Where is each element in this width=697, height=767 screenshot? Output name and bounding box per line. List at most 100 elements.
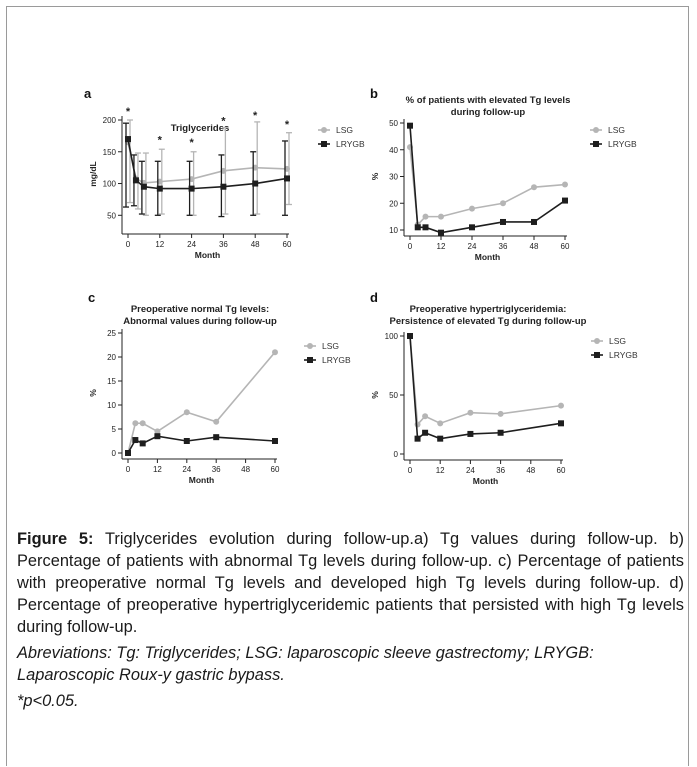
y-tick-label: 40 bbox=[389, 146, 398, 155]
data-point bbox=[558, 420, 564, 427]
x-tick-label: 0 bbox=[408, 466, 413, 475]
y-tick-label: 200 bbox=[103, 116, 117, 125]
legend-marker bbox=[307, 357, 313, 363]
x-axis-label: Month bbox=[473, 476, 499, 486]
abbreviations-note: Abreviations: Tg: Triglycerides; LSG: la… bbox=[17, 644, 594, 684]
y-tick-label: 50 bbox=[107, 211, 116, 220]
x-tick-label: 24 bbox=[468, 242, 477, 251]
data-point bbox=[213, 434, 220, 441]
x-tick-label: 12 bbox=[437, 242, 446, 251]
y-tick-label: 5 bbox=[112, 425, 117, 434]
significance-star: * bbox=[189, 137, 194, 149]
x-tick-label: 48 bbox=[251, 240, 260, 249]
data-point bbox=[438, 213, 444, 220]
y-axis-label: mg/dL bbox=[88, 161, 98, 187]
x-axis-label: Month bbox=[195, 250, 221, 260]
y-tick-label: 50 bbox=[389, 119, 398, 128]
chart-title: Abnormal values during follow-up bbox=[123, 316, 277, 327]
data-point bbox=[422, 413, 429, 420]
significance-note: *p<0.05. bbox=[17, 692, 79, 710]
legend-label: LSG bbox=[609, 336, 626, 346]
data-point bbox=[284, 175, 290, 182]
panel-letter: a bbox=[84, 86, 92, 101]
y-axis-label: % bbox=[370, 391, 380, 399]
data-point bbox=[407, 333, 413, 339]
x-tick-label: 24 bbox=[182, 465, 191, 474]
chart-title: during follow-up bbox=[451, 107, 526, 118]
data-point bbox=[500, 218, 506, 225]
series-line bbox=[127, 138, 288, 190]
x-tick-label: 36 bbox=[496, 466, 505, 475]
y-tick-label: 100 bbox=[103, 180, 117, 189]
series-lrygb bbox=[407, 333, 564, 442]
series-lrygb bbox=[125, 433, 278, 456]
legend-marker bbox=[321, 127, 327, 133]
legend-marker bbox=[593, 127, 599, 133]
data-point bbox=[422, 224, 429, 231]
legend-label: LRYGB bbox=[322, 355, 351, 365]
data-point bbox=[272, 349, 278, 356]
x-tick-label: 60 bbox=[561, 242, 570, 251]
series-lsg bbox=[407, 144, 568, 228]
series-line bbox=[409, 335, 562, 441]
legend-label: LSG bbox=[322, 341, 339, 351]
legend-label: LRYGB bbox=[608, 139, 637, 149]
legend-marker bbox=[593, 141, 599, 147]
chart-b: b % of patients with elevated Tg levelsdu… bbox=[370, 86, 637, 262]
data-point bbox=[139, 420, 146, 427]
data-point bbox=[183, 409, 190, 416]
data-point bbox=[562, 197, 568, 204]
chart-d: d Preoperative hypertriglyceridemia:Persi… bbox=[370, 290, 638, 486]
x-tick-label: 12 bbox=[153, 465, 162, 474]
data-point bbox=[132, 177, 139, 184]
y-tick-label: 15 bbox=[107, 377, 116, 386]
x-tick-label: 48 bbox=[530, 242, 539, 251]
data-point bbox=[437, 420, 444, 427]
chart-title: % of patients with elevated Tg levels bbox=[406, 95, 571, 106]
data-point bbox=[562, 181, 568, 188]
figure-frame bbox=[6, 6, 689, 766]
chart-title: Preoperative normal Tg levels: bbox=[131, 304, 269, 315]
data-point bbox=[252, 180, 259, 187]
panel-letter: d bbox=[370, 290, 378, 305]
data-point bbox=[414, 421, 421, 428]
series-lrygb bbox=[407, 122, 568, 236]
data-point bbox=[140, 183, 147, 190]
legend-marker bbox=[594, 352, 600, 358]
significance-star: * bbox=[253, 110, 258, 122]
data-point bbox=[422, 213, 429, 220]
series-line bbox=[127, 142, 288, 184]
x-tick-label: 24 bbox=[466, 466, 475, 475]
x-tick-label: 12 bbox=[155, 240, 164, 249]
x-tick-label: 48 bbox=[526, 466, 535, 475]
series-line bbox=[127, 351, 276, 454]
y-axis-label: % bbox=[370, 172, 380, 180]
y-tick-label: 50 bbox=[389, 391, 398, 400]
data-point bbox=[132, 420, 139, 427]
y-tick-label: 0 bbox=[394, 450, 399, 459]
significance-star: * bbox=[285, 119, 290, 131]
figure-caption: Figure 5: Triglycerides evolution during… bbox=[17, 528, 684, 716]
y-tick-label: 20 bbox=[107, 353, 116, 362]
chart-title: Triglycerides bbox=[171, 123, 230, 134]
data-point bbox=[500, 200, 506, 207]
data-point bbox=[188, 185, 195, 192]
figure-label: Figure 5: bbox=[17, 530, 94, 548]
x-axis-label: Month bbox=[475, 252, 501, 262]
data-point bbox=[132, 437, 139, 444]
legend-label: LSG bbox=[336, 125, 353, 135]
y-tick-label: 100 bbox=[385, 332, 399, 341]
x-tick-label: 12 bbox=[436, 466, 445, 475]
legend-marker bbox=[594, 338, 600, 344]
figure-description: Triglycerides evolution during follow-up… bbox=[17, 530, 684, 636]
series-line bbox=[409, 146, 566, 227]
significance-star: * bbox=[221, 116, 226, 128]
legend-marker bbox=[307, 343, 313, 349]
chart-c: c Preoperative normal Tg levels:Abnormal … bbox=[88, 290, 351, 485]
x-tick-label: 24 bbox=[187, 240, 196, 249]
data-point bbox=[183, 438, 190, 444]
x-tick-label: 0 bbox=[126, 240, 131, 249]
x-tick-label: 60 bbox=[271, 465, 280, 474]
y-tick-label: 0 bbox=[112, 449, 117, 458]
